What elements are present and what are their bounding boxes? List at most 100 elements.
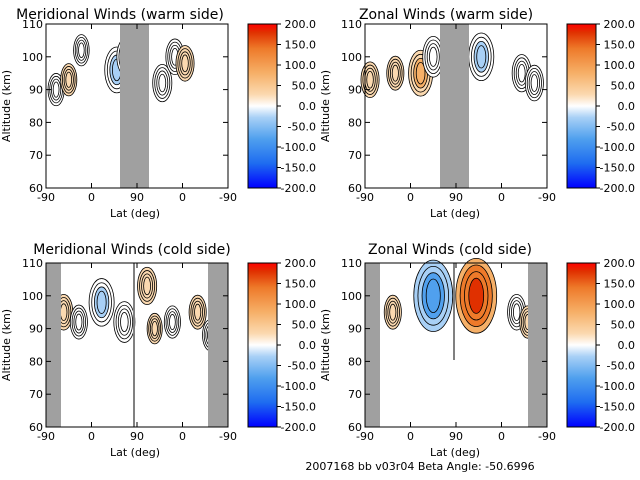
colorbar [566,23,597,189]
contour-level [476,45,487,69]
plot-area [46,263,228,427]
y-axis-label: Altitude (km) [319,70,332,142]
contour-level [59,303,68,322]
contour-level [194,303,202,321]
contour-level [75,313,83,331]
colorbar-tick-label: -50.0 [607,121,635,134]
contour-level [366,70,374,89]
x-tick-label: -90 [37,430,55,443]
contour-level [530,74,539,92]
contour-level [65,71,73,88]
contour-level [389,303,397,321]
contour-blob [73,34,90,67]
contour-level [429,46,438,67]
contour-blob [175,45,195,82]
y-tick-label: 70 [29,388,43,401]
colorbar [566,262,597,428]
colorbar-ticks: 200.0 150.0 100.0 50.0 0.0 -50.0 -100.0 -150.0 -… [596,257,635,434]
x-tick-label: 90 [130,430,144,443]
colorbar-tick-label: -50.0 [288,360,316,373]
colorbar-tick-label: 150.0 [285,278,317,291]
contour-blob [360,61,380,99]
contour-blob [69,304,88,340]
x-tick-label: 0 [498,430,505,443]
contour-blob [152,63,173,103]
colorbar-ticks: 200.0 150.0 100.0 50.0 0.0 -50.0 -100.0 -150.0 -… [277,18,316,195]
x-tick-label: -90 [538,191,556,204]
colorbar-tick-label: 0.0 [299,339,317,352]
contour-level [425,278,441,313]
contour-level [512,303,521,322]
y-tick-label: 80 [29,116,43,129]
y-tick-label: 90 [29,84,43,97]
contour-level [468,277,485,314]
colorbar-tick-label: 100.0 [285,59,317,72]
colorbar-tick-label: 0.0 [618,100,636,113]
panel-title: Meridional Winds (warm side) [16,7,224,23]
colorbar-tick-label: -150.0 [281,401,316,414]
panel-title: Zonal Winds (warm side) [359,7,533,23]
contour-blob [455,257,498,334]
x-axis-label: Lat (deg) [430,446,480,459]
colorbar-tick-label: 200.0 [604,18,636,31]
y-tick-label: 80 [348,116,362,129]
colorbar-tick-label: 150.0 [604,39,636,52]
y-tick-label: 60 [29,421,43,434]
y-tick-label: 90 [348,323,362,336]
contour-blob [88,278,115,327]
colorbar [247,262,278,428]
no-data-band [365,263,380,427]
contour-marks [383,257,537,339]
y-tick-label: 70 [348,388,362,401]
x-tick-label: 0 [407,430,414,443]
colorbar-tick-label: -200.0 [600,421,635,434]
contour-blob [413,259,454,332]
contour-level [169,314,176,331]
no-data-band [208,263,228,427]
y-tick-label: 110 [341,18,362,31]
y-tick-label: 110 [341,257,362,270]
contour-blob [113,301,136,343]
colorbar-tick-label: 150.0 [604,278,636,291]
colorbar-tick-label: -150.0 [281,162,316,175]
colorbar-tick-label: 200.0 [285,257,317,270]
y-axis-label: Altitude (km) [319,309,332,381]
colorbar-ticks: 200.0 150.0 100.0 50.0 0.0 -50.0 -100.0 -150.0 -… [277,257,316,434]
colorbar-tick-label: -100.0 [281,380,316,393]
colorbar-tick-label: -200.0 [281,182,316,195]
contour-blob [468,32,495,81]
panel-zonal-warm: Zonal Winds (warm side) 11010090807060-9… [319,7,635,220]
y-axis-label: Altitude (km) [0,309,13,381]
contour-blob [146,312,163,345]
y-tick-label: 70 [29,149,43,162]
x-tick-label: 0 [88,430,95,443]
contour-blob [188,294,207,330]
colorbar-tick-label: 100.0 [604,298,636,311]
colorbar-tick-label: 200.0 [285,18,317,31]
contour-level [151,320,158,337]
x-tick-label: -90 [356,430,374,443]
colorbar-tick-label: 100.0 [604,59,636,72]
contour-blob [383,294,402,330]
contour-blob [386,55,405,91]
colorbar-tick-label: 50.0 [611,319,636,332]
x-axis-label: Lat (deg) [430,207,480,220]
y-tick-label: 100 [341,51,362,64]
contour-blob [47,73,65,107]
no-data-band [120,24,149,188]
y-tick-label: 80 [348,355,362,368]
no-data-band [440,24,469,188]
panel-zonal-cold: Zonal Winds (cold side) 11010090807060-9… [319,242,635,459]
contour-level [158,73,167,93]
x-tick-label: 0 [179,430,186,443]
contour-blob [524,64,544,102]
x-tick-label: 90 [130,191,144,204]
x-tick-label: -90 [219,191,237,204]
colorbar-ticks: 200.0 150.0 100.0 50.0 0.0 -50.0 -100.0 -150.0 -… [596,18,635,195]
y-tick-label: 60 [348,182,362,195]
colorbar-tick-label: -200.0 [600,182,635,195]
